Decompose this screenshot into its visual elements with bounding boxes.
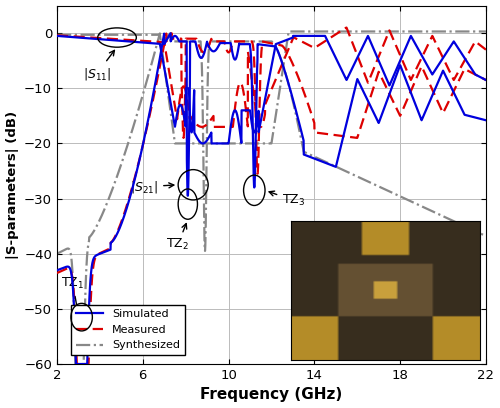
Text: $\mathrm{TZ}_3$: $\mathrm{TZ}_3$ (269, 191, 306, 208)
Text: $\mathrm{TZ}_2$: $\mathrm{TZ}_2$ (166, 224, 190, 252)
Text: $|S_{21}|$: $|S_{21}|$ (130, 179, 174, 195)
Text: $|S_{11}|$: $|S_{11}|$ (82, 50, 114, 82)
Text: $\mathrm{TZ}_1$: $\mathrm{TZ}_1$ (62, 276, 84, 329)
Legend: Simulated, Measured, Synthesized: Simulated, Measured, Synthesized (71, 305, 184, 355)
X-axis label: Frequency (GHz): Frequency (GHz) (200, 388, 342, 402)
Y-axis label: |S-parameters| (dB): |S-parameters| (dB) (6, 111, 18, 259)
